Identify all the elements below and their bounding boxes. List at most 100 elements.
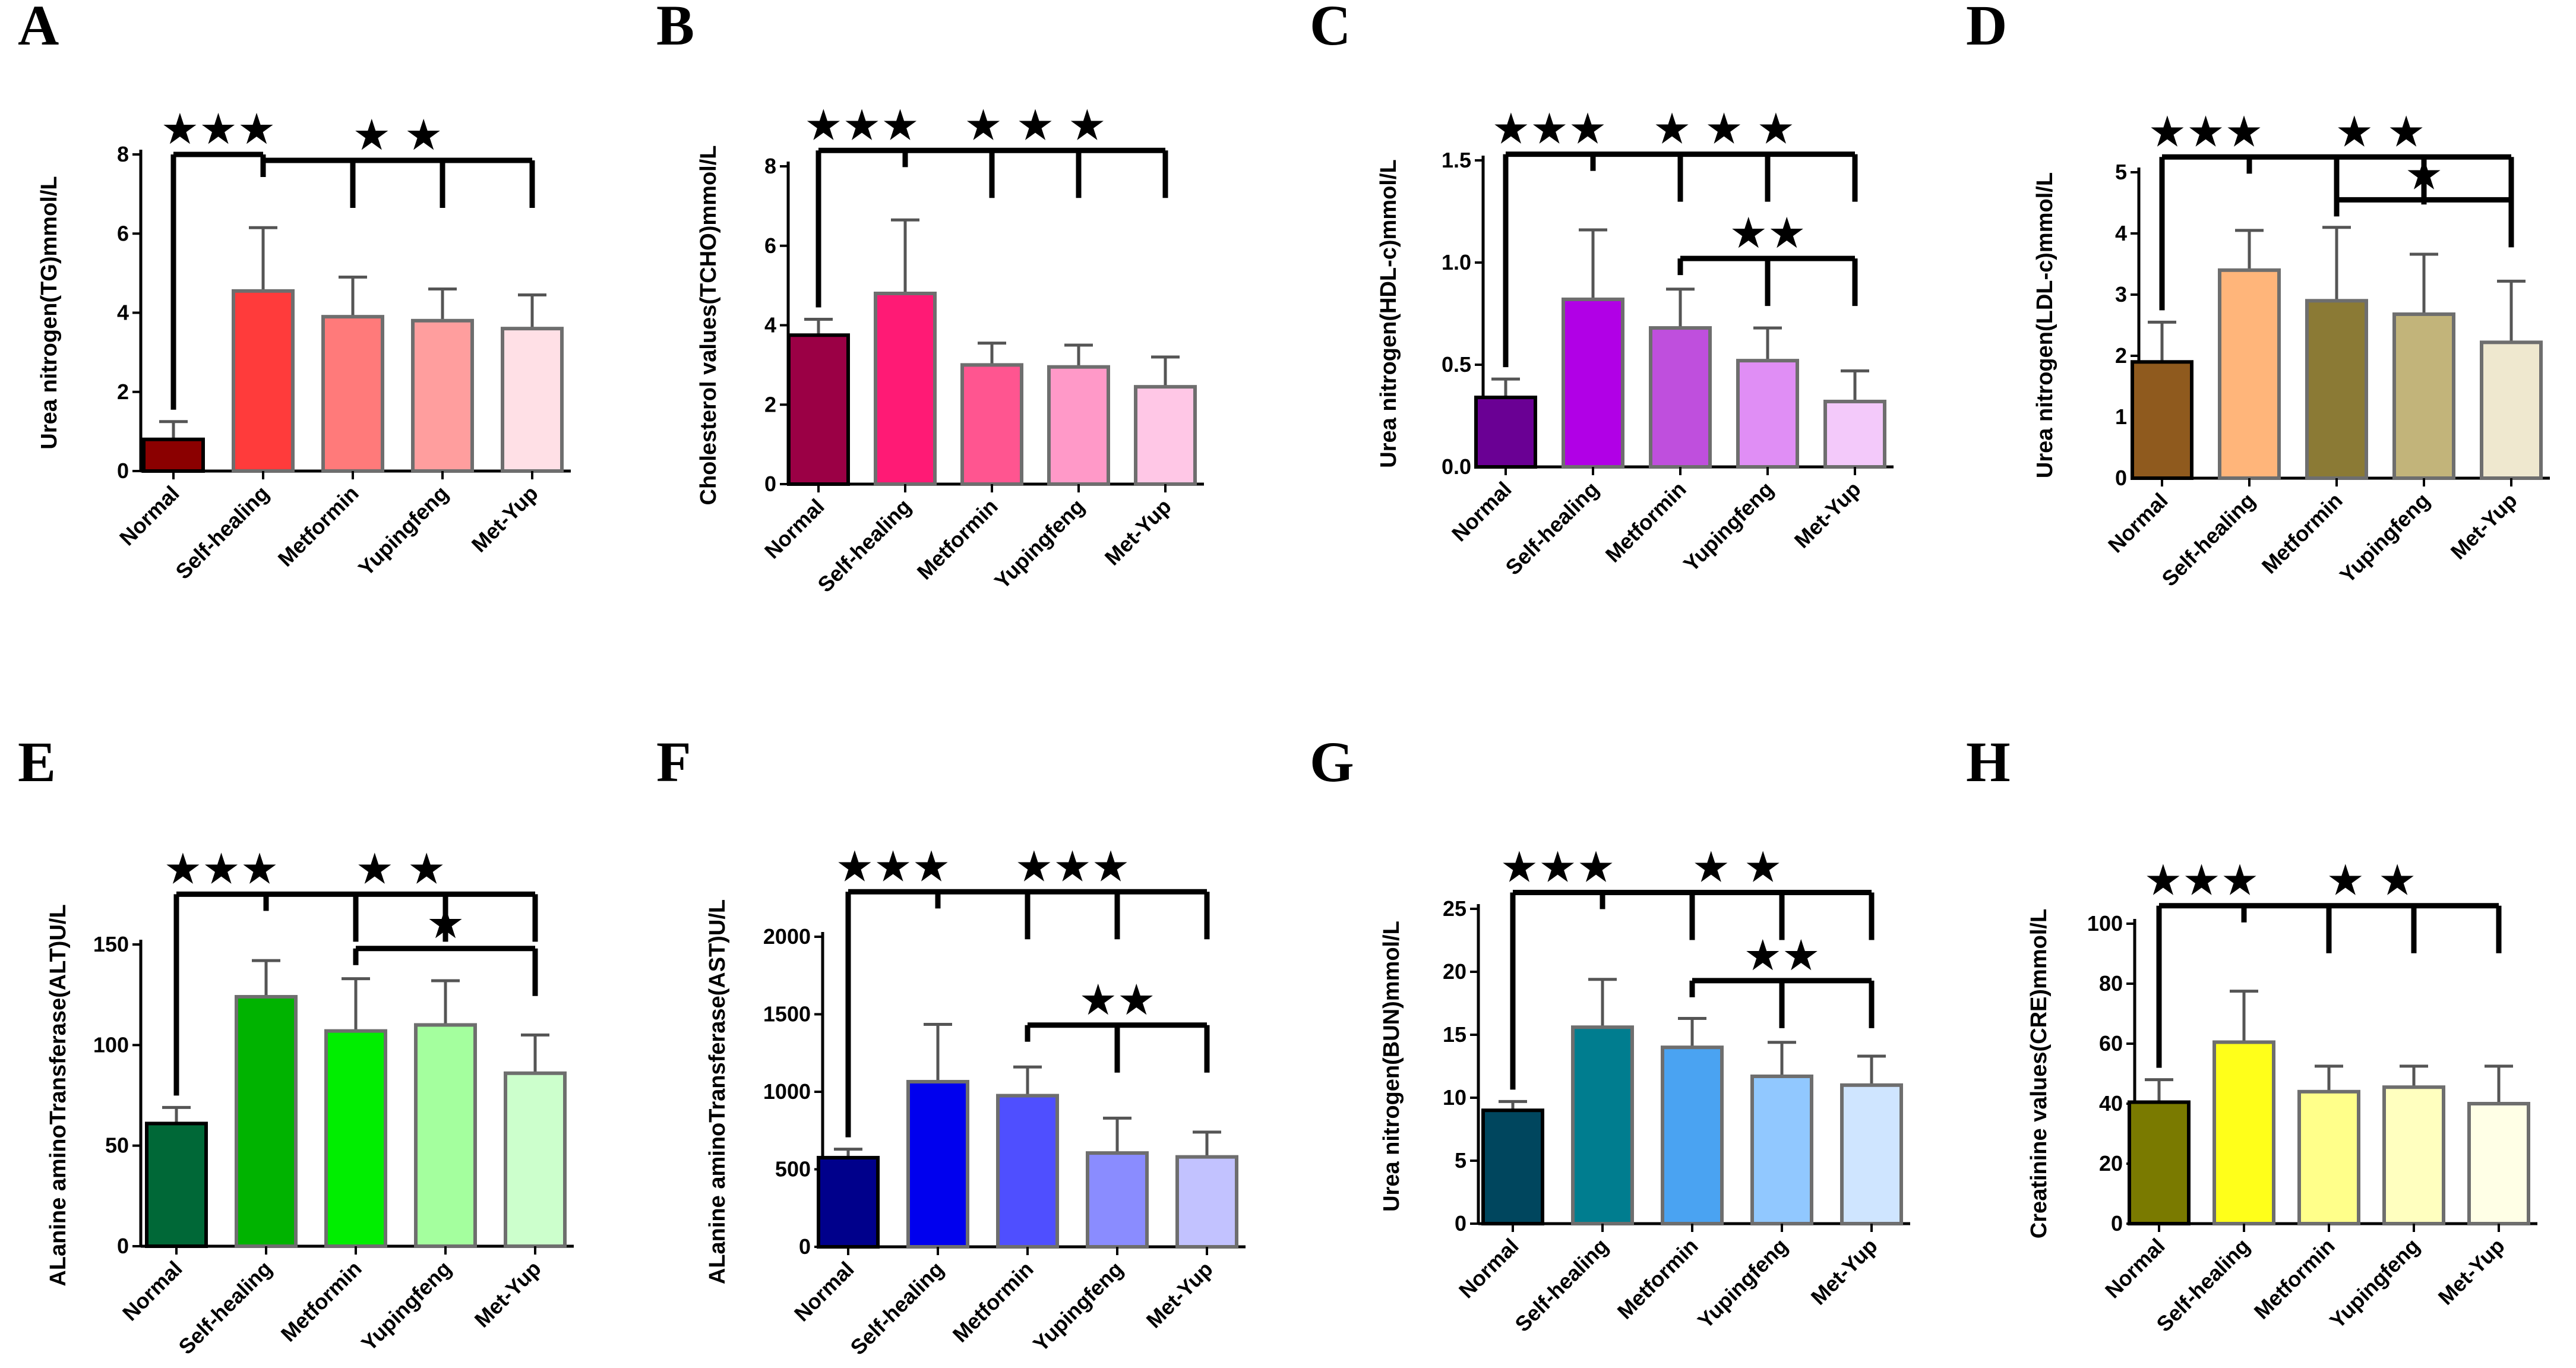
bar	[2131, 360, 2193, 480]
significance-stars: ★★★	[2144, 855, 2259, 905]
panel-d: D 0 1 2 3 4 5 Urea nitrogen(LDL-c)mmol/L NormalS…	[1966, 0, 2550, 591]
significance-stars: ★★	[1743, 930, 1820, 980]
significance-stars: ★★★	[161, 104, 276, 154]
bar	[874, 292, 937, 486]
bar	[504, 1071, 567, 1249]
y-tick-label: 6	[117, 221, 129, 245]
bar	[2128, 1100, 2191, 1225]
y-axis-label: ALanine aminoTransferase(AST)U/L	[705, 899, 730, 1284]
category-label: Yupingfeng	[356, 1256, 456, 1356]
y-tick-label: 8	[764, 154, 776, 178]
category-label: Met-Yup	[1806, 1234, 1882, 1310]
panel-letter: E	[18, 730, 56, 794]
y-tick-label: 4	[2115, 221, 2127, 245]
category-label: Self-healing	[845, 1257, 948, 1360]
significance-stars: ★★★	[804, 100, 919, 150]
category-label: Met-Yup	[2433, 1234, 2509, 1310]
y-tick-label: 5	[1455, 1148, 1466, 1173]
y-tick-label: 3	[2115, 282, 2127, 307]
category-label: Yupingfeng	[990, 494, 1089, 594]
y-tick-label: 40	[2099, 1091, 2123, 1116]
y-tick-label: 100	[93, 1032, 129, 1057]
y-axis-label: Urea nitrogen(TG)mmol/L	[37, 176, 62, 449]
significance-stars: ★ ★ ★	[964, 100, 1106, 150]
bar	[1562, 297, 1624, 469]
y-tick-label: 500	[775, 1157, 811, 1181]
category-label: Metformin	[1613, 1234, 1703, 1324]
bar	[1175, 1155, 1238, 1249]
bar	[2218, 268, 2281, 480]
category-label: Normal	[2100, 1234, 2170, 1303]
bar	[324, 1029, 387, 1249]
significance-stars: ★ ★	[2335, 106, 2426, 156]
y-axis-label: ALanine aminoTransferase(ALT)U/L	[46, 904, 71, 1286]
bar	[1736, 359, 1799, 469]
significance-stars: ★★★	[1015, 841, 1130, 891]
bar	[1840, 1083, 1903, 1226]
significance-stars: ★★★	[2148, 106, 2264, 156]
category-label: Met-Yup	[1790, 477, 1866, 553]
panel-letter: G	[1310, 730, 1354, 794]
significance-stars: ★★★	[836, 841, 951, 891]
panel-b: B 0 2 4 6 8 Cholesterol values(TCHO)mmol/L Norm…	[656, 0, 1204, 597]
significance-stars: ★	[426, 898, 465, 948]
y-tick-label: 1.0	[1442, 250, 1471, 274]
panel-a: A 0 2 4 6 8 Urea nitrogen(TG)mmol/L NormalSelf-…	[18, 0, 571, 584]
y-tick-label: 60	[2099, 1031, 2123, 1056]
y-axis-label: Urea nitrogen(LDL-c)mmol/L	[2033, 172, 2057, 478]
y-tick-label: 1	[2115, 405, 2127, 429]
category-label: Met-Yup	[2446, 488, 2522, 564]
category-label: Self-healing	[170, 481, 273, 584]
panel-letter: C	[1310, 0, 1351, 57]
bar	[2212, 1040, 2275, 1225]
bar	[501, 327, 564, 473]
bar	[411, 318, 474, 473]
category-label: Metformin	[1601, 477, 1691, 567]
panel-letter: D	[1966, 0, 2007, 57]
category-label: Metformin	[912, 494, 1003, 585]
panel-e: E 0 50 100 150 ALanine aminoTransferase(ALT)U…	[18, 730, 574, 1359]
category-label: Yupingfeng	[2325, 1234, 2425, 1334]
category-label: Metformin	[273, 481, 364, 571]
category-label: Met-Yup	[1100, 494, 1176, 570]
y-axis-label: Urea nitrogen(BUN)mmol/L	[1379, 921, 1404, 1212]
y-tick-label: 2	[117, 380, 129, 404]
y-tick-label: 0.0	[1442, 454, 1471, 479]
bar	[906, 1080, 969, 1249]
category-label: Yupingfeng	[2335, 488, 2435, 588]
y-tick-label: 2	[2115, 343, 2127, 368]
category-label: Met-Yup	[1142, 1257, 1218, 1333]
category-label: Normal	[789, 1257, 859, 1326]
bar	[321, 315, 384, 473]
bar	[960, 363, 1023, 486]
bar	[1474, 396, 1537, 469]
bar	[145, 1121, 208, 1248]
y-tick-label: 80	[2099, 971, 2123, 996]
panel-letter: B	[656, 0, 694, 57]
panel-letter: H	[1966, 730, 2011, 794]
y-tick-label: 25	[1443, 896, 1466, 921]
significance-stars: ★ ★ ★	[1653, 104, 1795, 154]
category-label: Yupingfeng	[1679, 477, 1778, 577]
y-tick-label: 2	[764, 392, 776, 416]
bar	[232, 289, 295, 473]
y-tick-label: 8	[117, 142, 129, 166]
significance-stars: ★★★	[1500, 842, 1616, 892]
panel-letter: F	[656, 730, 691, 794]
category-label: Normal	[2103, 488, 2173, 558]
y-tick-label: 0	[764, 472, 776, 496]
bar	[2480, 340, 2543, 481]
y-tick-label: 1000	[763, 1079, 811, 1104]
bar	[414, 1023, 477, 1248]
y-tick-label: 50	[105, 1133, 129, 1158]
panel-letter: A	[18, 0, 59, 57]
y-tick-label: 0	[799, 1234, 811, 1259]
y-tick-label: 4	[117, 301, 129, 325]
panel-g: G 0 5 10 15 20 25 Urea nitrogen(BUN)mmol/L Norma…	[1310, 730, 1910, 1337]
y-tick-label: 0	[1455, 1211, 1466, 1236]
significance-stars: ★	[2405, 149, 2444, 199]
panel-f: F 0 500 1000 1500 2000 ALanine aminoTransferas…	[656, 730, 1246, 1360]
bar	[1086, 1151, 1149, 1249]
category-label: Normal	[760, 494, 829, 564]
